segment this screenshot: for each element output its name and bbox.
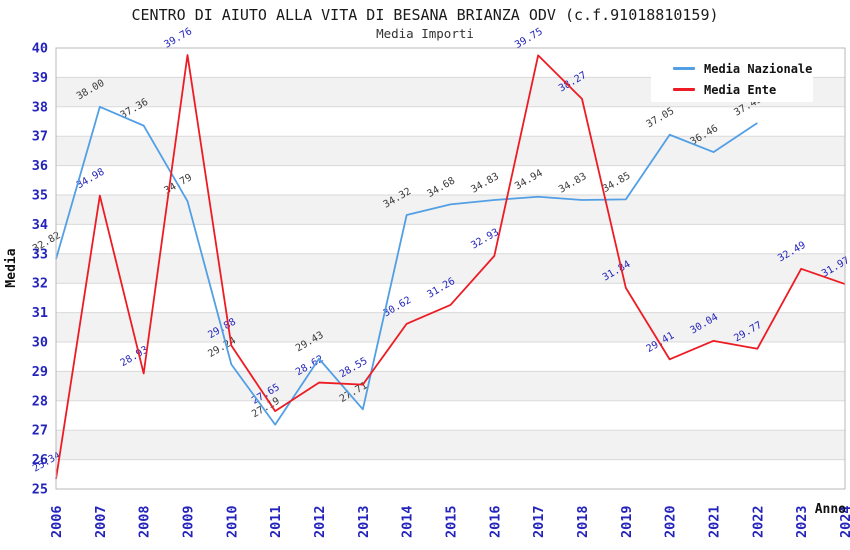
series-line-media-ente: [55, 54, 846, 480]
y-tick-label: 33: [32, 246, 48, 262]
y-tick-label: 39: [32, 70, 48, 86]
legend-item-media-nazionale: Media Nazionale: [651, 61, 813, 77]
x-tick-label: 2020: [663, 505, 679, 538]
x-tick-label: 2008: [137, 505, 153, 538]
plot-border: [55, 47, 846, 490]
y-tick-label: 40: [32, 41, 48, 57]
y-tick-label: 34: [32, 217, 48, 233]
x-tick-label: 2013: [356, 505, 372, 538]
y-tick-label: 29: [32, 364, 48, 380]
series-line-media-nazionale: [55, 105, 758, 426]
legend-label-media-nazionale: Media Nazionale: [704, 61, 813, 76]
x-tick-label: 2015: [444, 505, 460, 538]
plot-band: [56, 253, 845, 284]
data-label-media-ente: 39.75: [513, 26, 545, 51]
data-label-media-ente: 39.76: [163, 26, 195, 51]
legend: Media Nazionale Media Ente: [651, 56, 813, 102]
y-tick-label: 30: [32, 335, 48, 351]
y-tick-label: 25: [32, 482, 48, 498]
plot-band: [56, 195, 845, 225]
x-tick-label: 2009: [181, 505, 197, 538]
x-tick-label: 2022: [750, 505, 766, 538]
plot-band: [56, 371, 845, 401]
y-tick-label: 26: [32, 452, 48, 468]
data-label-media-nazionale: 34.85: [601, 170, 633, 195]
y-tick-label: 35: [32, 188, 48, 204]
legend-item-media-ente: Media Ente: [651, 82, 813, 98]
y-tick-label: 32: [32, 276, 48, 292]
legend-line-swatch-media-nazionale: [673, 67, 695, 70]
legend-label-media-ente: Media Ente: [704, 82, 777, 97]
plot-band: [56, 430, 845, 460]
data-label-media-nazionale: 34.94: [513, 168, 545, 193]
x-tick-label: 2010: [224, 505, 240, 538]
x-tick-label: 2014: [400, 505, 416, 538]
x-tick-label: 2024: [838, 505, 850, 538]
x-tick-label: 2007: [93, 505, 109, 538]
chart-subtitle: Media Importi: [376, 26, 474, 41]
x-tick-label: 2021: [707, 505, 723, 538]
legend-line-swatch-media-ente: [673, 88, 695, 91]
x-tick-label: 2018: [575, 505, 591, 538]
y-tick-label: 31: [32, 305, 48, 321]
plot-band: [56, 312, 845, 342]
x-tick-label: 2006: [49, 505, 65, 538]
y-tick-label: 36: [32, 158, 48, 174]
y-tick-label: 27: [32, 423, 48, 439]
y-axis-title: Media: [4, 248, 19, 287]
data-label-media-nazionale: 34.83: [557, 171, 589, 196]
data-label-media-nazionale: 37.05: [645, 106, 677, 131]
x-tick-label: 2017: [531, 505, 547, 538]
x-tick-label: 2023: [794, 505, 810, 538]
chart-title: CENTRO DI AIUTO ALLA VITA DI BESANA BRIA…: [131, 6, 719, 24]
x-tick-label: 2011: [268, 505, 284, 538]
y-tick-label: 28: [32, 393, 48, 409]
x-axis-title: Anno: [815, 502, 846, 517]
x-tick-label: 2019: [619, 505, 635, 538]
x-tick-label: 2016: [487, 505, 503, 538]
y-tick-label: 37: [32, 129, 48, 145]
x-tick-label: 2012: [312, 505, 328, 538]
y-tick-label: 38: [32, 99, 48, 115]
plot-band: [56, 136, 845, 166]
data-label-media-nazionale: 34.83: [469, 171, 501, 196]
